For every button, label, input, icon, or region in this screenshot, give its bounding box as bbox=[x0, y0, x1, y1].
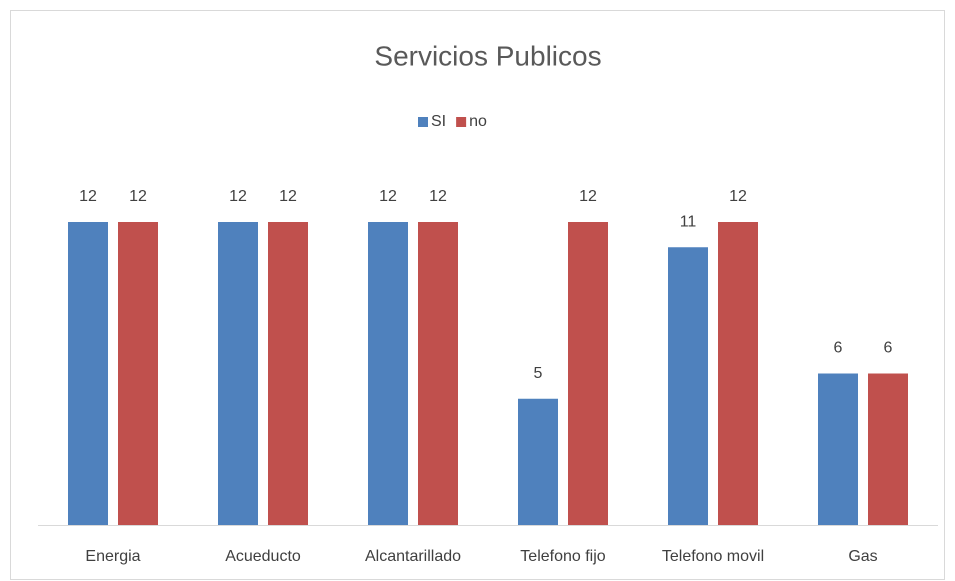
legend-swatch bbox=[418, 117, 428, 127]
x-tick-label: Telefono fijo bbox=[520, 548, 605, 565]
value-label: 6 bbox=[834, 340, 843, 357]
chart-title: Servicios Publicos bbox=[374, 40, 601, 71]
value-label: 12 bbox=[79, 188, 97, 205]
value-label: 6 bbox=[884, 340, 893, 357]
value-label: 12 bbox=[129, 188, 147, 205]
legend-label: SI bbox=[431, 113, 446, 130]
bar bbox=[868, 373, 908, 525]
value-label: 12 bbox=[429, 188, 447, 205]
bar bbox=[518, 398, 558, 525]
bar bbox=[218, 222, 258, 525]
x-tick-label: Energia bbox=[85, 548, 140, 565]
bar bbox=[818, 373, 858, 525]
value-label: 12 bbox=[579, 188, 597, 205]
bar bbox=[68, 222, 108, 525]
value-label: 12 bbox=[229, 188, 247, 205]
legend-label: no bbox=[469, 113, 487, 130]
chart-frame bbox=[10, 10, 945, 580]
x-tick-label: Telefono movil bbox=[662, 548, 764, 565]
bar bbox=[118, 222, 158, 525]
x-tick-label: Acueducto bbox=[225, 548, 301, 565]
bar bbox=[568, 222, 608, 525]
legend-swatch bbox=[456, 117, 467, 127]
value-label: 5 bbox=[534, 365, 543, 382]
x-tick-label: Gas bbox=[848, 548, 877, 565]
bar bbox=[268, 222, 308, 525]
value-label: 12 bbox=[729, 188, 747, 205]
bar bbox=[418, 222, 458, 525]
bar bbox=[368, 222, 408, 525]
bar bbox=[668, 247, 708, 525]
bar bbox=[718, 222, 758, 525]
value-label: 11 bbox=[680, 213, 697, 230]
x-tick-label: Alcantarillado bbox=[365, 548, 461, 565]
value-label: 12 bbox=[379, 188, 397, 205]
value-label: 12 bbox=[279, 188, 297, 205]
